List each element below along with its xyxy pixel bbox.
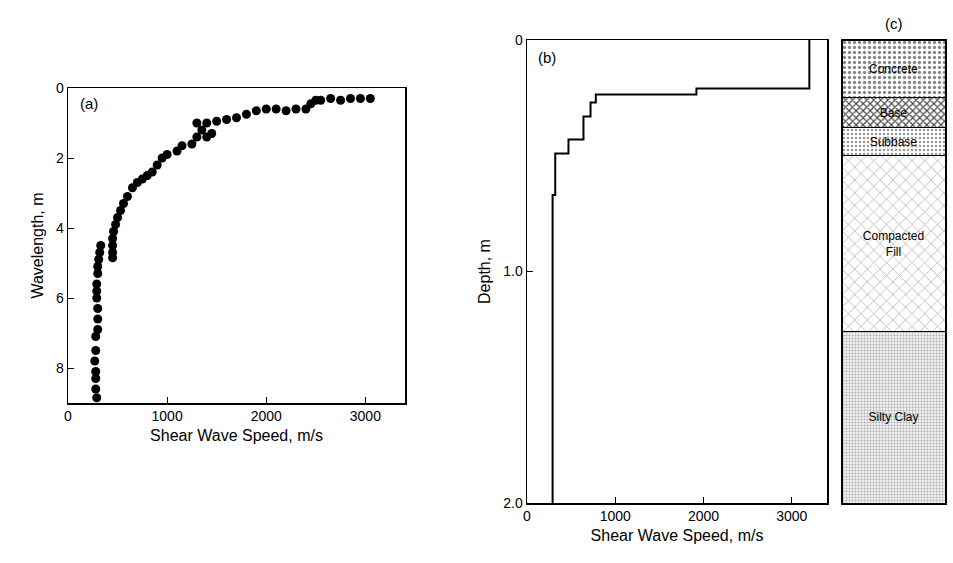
- svg-text:4: 4: [56, 220, 64, 236]
- svg-text:6: 6: [56, 290, 64, 306]
- svg-text:0: 0: [64, 408, 72, 424]
- svg-text:1.0: 1.0: [503, 263, 523, 279]
- svg-text:Subbase: Subbase: [870, 135, 918, 149]
- svg-text:Shear Wave Speed, m/s: Shear Wave Speed, m/s: [150, 427, 323, 444]
- svg-text:(c): (c): [885, 15, 903, 32]
- svg-text:CompactedFill: CompactedFill: [863, 229, 924, 259]
- svg-text:2.0: 2.0: [503, 495, 523, 511]
- svg-text:2000: 2000: [688, 508, 719, 524]
- svg-text:0: 0: [515, 32, 523, 48]
- svg-text:1000: 1000: [600, 508, 631, 524]
- svg-text:Silty Clay: Silty Clay: [868, 410, 918, 424]
- svg-text:3000: 3000: [350, 408, 381, 424]
- svg-text:(b): (b): [538, 49, 556, 66]
- svg-text:1000: 1000: [152, 408, 183, 424]
- svg-text:Concrete: Concrete: [869, 62, 918, 76]
- svg-text:Wavelength, m: Wavelength, m: [29, 192, 46, 298]
- svg-text:0: 0: [523, 508, 531, 524]
- svg-text:Shear Wave Speed, m/s: Shear Wave Speed, m/s: [591, 527, 764, 544]
- svg-text:(a): (a): [80, 95, 98, 112]
- svg-text:0: 0: [56, 80, 64, 96]
- svg-text:Base: Base: [880, 106, 908, 120]
- svg-text:3000: 3000: [776, 508, 807, 524]
- svg-text:2000: 2000: [251, 408, 282, 424]
- svg-text:2: 2: [56, 150, 64, 166]
- svg-text:Depth, m: Depth, m: [476, 239, 493, 304]
- svg-text:8: 8: [56, 360, 64, 376]
